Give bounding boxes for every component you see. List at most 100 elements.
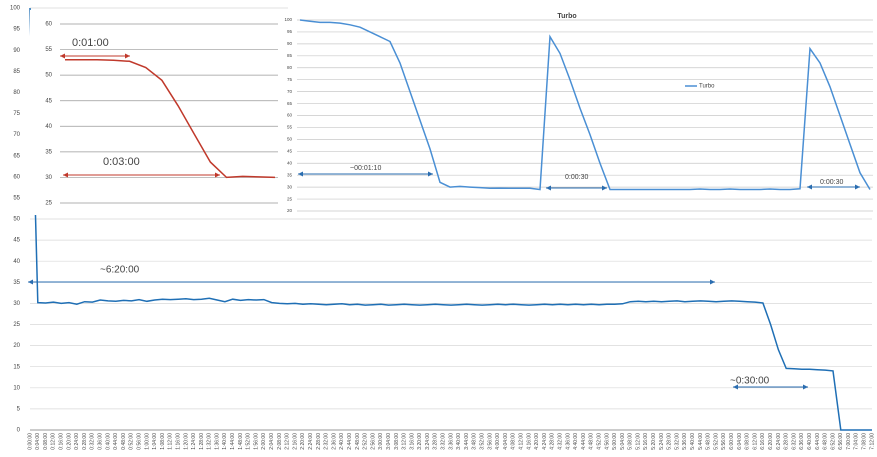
x-tick-label: 4:08:00 — [511, 433, 517, 450]
x-tick-label: 6:12:00 — [752, 433, 758, 450]
x-tick-label: 3:52:00 — [480, 433, 486, 450]
x-tick-label: 4:24:00 — [542, 433, 548, 450]
x-tick-label: 0:36:00 — [97, 433, 103, 450]
y-tick-label: 95 — [287, 29, 293, 34]
x-tick-label: 4:00:00 — [495, 433, 501, 450]
x-tick-label: 5:56:00 — [721, 433, 727, 450]
y-tick-label: 80 — [13, 90, 20, 96]
y-tick-label: 75 — [287, 77, 293, 82]
x-tick-label: 3:56:00 — [487, 433, 493, 450]
x-tick-label: 3:44:00 — [464, 433, 470, 450]
y-tick-label: 35 — [13, 280, 20, 286]
x-tick-label: 0:56:00 — [136, 433, 142, 450]
legend-label: Turbo — [699, 84, 715, 90]
x-tick-label: 5:08:00 — [628, 433, 634, 450]
x-tick-label: 1:04:00 — [152, 433, 158, 450]
y-tick-label: 25 — [287, 196, 293, 201]
y-tick-label: 20 — [287, 208, 293, 213]
x-tick-label: 1:00:00 — [144, 433, 150, 450]
x-tick-label: 3:48:00 — [472, 433, 478, 450]
x-tick-label: 5:24:00 — [659, 433, 665, 450]
y-tick-label: 95 — [13, 27, 20, 33]
x-tick-label: 0:16:00 — [59, 433, 65, 450]
x-tick-label: 6:40:00 — [807, 433, 813, 450]
x-tick-label: 6:00:00 — [729, 433, 735, 450]
data-line — [29, 7, 872, 431]
x-tick-label: 3:00:00 — [378, 433, 384, 450]
arrow-head — [807, 184, 812, 190]
y-tick-label: 30 — [45, 175, 52, 181]
x-tick-label: 1:20:00 — [183, 433, 189, 450]
y-tick-label: 0 — [17, 428, 21, 434]
y-tick-label: 70 — [13, 132, 20, 138]
x-tick-label: 1:32:00 — [207, 433, 213, 450]
y-tick-label: 85 — [13, 69, 20, 75]
arrow-head — [602, 185, 607, 191]
y-tick-label: 45 — [287, 149, 293, 154]
x-tick-label: 0:08:00 — [43, 433, 49, 450]
x-tick-label: 4:20:00 — [534, 433, 540, 450]
x-tick-label: 6:20:00 — [768, 433, 774, 450]
arrow-head — [215, 172, 220, 178]
x-tick-label: 6:16:00 — [760, 433, 766, 450]
annotation: 0:00:30 — [820, 179, 843, 186]
x-tick-label: 4:40:00 — [573, 433, 579, 450]
x-tick-label: 3:28:00 — [433, 433, 439, 450]
x-tick-label: 2:56:00 — [370, 433, 376, 450]
y-tick-label: 25 — [13, 322, 20, 328]
y-tick-label: 45 — [13, 238, 20, 244]
y-tick-label: 30 — [287, 184, 293, 189]
x-tick-label: 5:36:00 — [682, 433, 688, 450]
x-tick-label: 3:24:00 — [425, 433, 431, 450]
y-tick-label: 60 — [13, 174, 20, 180]
x-tick-label: 7:04:00 — [854, 433, 860, 450]
x-tick-label: 5:32:00 — [674, 433, 680, 450]
x-tick-label: 6:36:00 — [799, 433, 805, 450]
y-tick-label: 50 — [287, 137, 293, 142]
x-tick-label: 0:40:00 — [105, 433, 111, 450]
x-tick-label: 2:20:00 — [300, 433, 306, 450]
x-tick-label: 7:00:00 — [846, 433, 852, 450]
x-tick-label: 2:52:00 — [363, 433, 369, 450]
x-tick-label: 0:12:00 — [51, 433, 57, 450]
arrow-head — [733, 384, 738, 390]
data-line — [299, 19, 871, 191]
x-tick-label: 3:04:00 — [386, 433, 392, 450]
y-tick-label: 50 — [45, 73, 52, 79]
x-tick-label: 5:40:00 — [690, 433, 696, 450]
x-tick-label: 1:44:00 — [230, 433, 236, 450]
x-tick-label: 1:52:00 — [246, 433, 252, 450]
x-tick-label: 5:12:00 — [635, 433, 641, 450]
annotation: 0:01:00 — [72, 37, 109, 49]
x-tick-label: 3:12:00 — [402, 433, 408, 450]
arrow-head — [428, 171, 433, 177]
x-tick-label: 1:48:00 — [238, 433, 244, 450]
y-tick-label: 100 — [10, 6, 21, 12]
x-tick-label: 2:16:00 — [292, 433, 298, 450]
y-tick-label: 55 — [287, 125, 293, 130]
y-tick-label: 40 — [13, 259, 20, 265]
x-tick-label: 0:52:00 — [129, 433, 135, 450]
x-tick-label: 1:16:00 — [175, 433, 181, 450]
x-tick-label: 6:32:00 — [791, 433, 797, 450]
x-tick-label: 2:00:00 — [261, 433, 267, 450]
x-tick-label: 5:48:00 — [706, 433, 712, 450]
arrow-head — [855, 184, 860, 190]
y-tick-label: 75 — [13, 111, 20, 117]
x-tick-label: 5:00:00 — [612, 433, 618, 450]
y-tick-label: 55 — [13, 195, 20, 201]
y-tick-label: 30 — [13, 301, 20, 307]
x-tick-label: 1:40:00 — [222, 433, 228, 450]
x-tick-label: 6:28:00 — [784, 433, 790, 450]
x-tick-label: 3:20:00 — [417, 433, 423, 450]
x-tick-label: 2:40:00 — [339, 433, 345, 450]
x-tick-label: 5:04:00 — [620, 433, 626, 450]
x-tick-label: 4:32:00 — [557, 433, 563, 450]
x-tick-label: 2:12:00 — [285, 433, 291, 450]
x-tick-label: 1:08:00 — [160, 433, 166, 450]
y-tick-label: 10 — [13, 385, 20, 391]
x-tick-label: 3:08:00 — [394, 433, 400, 450]
y-tick-label: 70 — [287, 89, 293, 94]
x-tick-label: 6:48:00 — [823, 433, 829, 450]
